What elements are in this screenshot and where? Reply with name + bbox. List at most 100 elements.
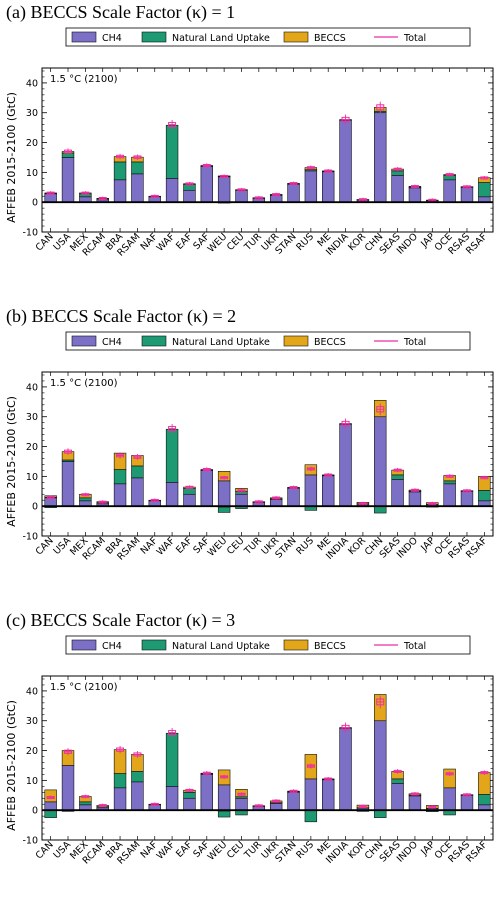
y-tick-label: 40 — [26, 78, 38, 89]
y-tick-label: 0 — [32, 198, 38, 209]
bar-ch4 — [443, 787, 456, 811]
bar-land-uptake — [478, 490, 491, 502]
bar-ch4 — [44, 193, 57, 203]
bar-ch4 — [235, 493, 248, 507]
y-tick-label: 10 — [26, 776, 38, 787]
scenario-annotation: 1.5 °C (2100) — [50, 74, 118, 85]
bar-land-uptake — [165, 124, 179, 179]
bar-land-uptake-negative — [304, 809, 318, 823]
y-axis-label: AFFEB 2015-2100 (GtC) — [5, 92, 18, 223]
bar-land-uptake — [478, 182, 491, 198]
bar-ch4 — [44, 801, 57, 811]
x-tick-label: RUS — [294, 535, 316, 557]
plot-frame — [41, 371, 494, 537]
bar-ch4 — [44, 497, 57, 507]
bar-ch4 — [339, 423, 352, 507]
bar-ch4 — [391, 479, 404, 507]
bar-ch4 — [287, 487, 300, 507]
bar-land-uptake — [131, 465, 144, 479]
y-tick-label: 0 — [32, 502, 38, 513]
bar-ch4 — [374, 720, 387, 811]
legend-label-ch4: CH4 — [102, 337, 122, 348]
bar-ch4 — [269, 499, 283, 507]
bar-ch4 — [165, 178, 179, 203]
x-tick-label: WAF — [155, 231, 178, 254]
x-tick-label: TUR — [242, 231, 264, 253]
y-tick-label: 0 — [32, 806, 38, 817]
bar-ch4 — [113, 787, 127, 811]
y-tick-label: 40 — [26, 686, 38, 697]
bar-ch4 — [61, 157, 75, 203]
x-tick-label: CEU — [225, 535, 247, 557]
legend-label-total: Total — [403, 641, 426, 652]
bar-ch4 — [61, 461, 75, 507]
bar-ch4 — [61, 765, 75, 811]
legend-swatch-land — [141, 31, 167, 43]
bar-ch4 — [408, 491, 422, 507]
y-tick-label: 20 — [26, 442, 38, 453]
legend-swatch-ch4 — [71, 31, 97, 43]
legend: CH4 Natural Land Uptake BECCS Total — [65, 331, 471, 351]
legend-label-total: Total — [403, 33, 426, 44]
bar-ch4 — [287, 183, 300, 203]
legend-swatch-ch4 — [71, 335, 97, 347]
bar-ch4 — [339, 119, 352, 203]
x-tick-label: WAF — [155, 535, 178, 558]
y-tick-label: -10 — [22, 836, 38, 847]
bar-land-uptake — [131, 161, 144, 175]
bar-ch4 — [304, 474, 318, 507]
y-tick-label: 30 — [26, 108, 38, 119]
x-tick-label: RUS — [294, 231, 316, 253]
bar-land-uptake — [391, 474, 404, 480]
x-tick-label: KOR — [346, 231, 368, 253]
bar-ch4 — [217, 176, 231, 203]
scenario-annotation: 1.5 °C (2100) — [50, 682, 118, 693]
bar-ch4 — [339, 727, 352, 811]
bar-land-uptake — [391, 778, 404, 784]
bar-land-uptake — [165, 428, 179, 483]
legend: CH4 Natural Land Uptake BECCS Total — [65, 27, 471, 47]
legend-label-total: Total — [403, 337, 426, 348]
y-tick-label: 10 — [26, 168, 38, 179]
legend-box — [65, 331, 471, 351]
bar-ch4 — [443, 483, 456, 507]
bar-land-uptake — [183, 487, 196, 495]
bar-beccs — [443, 768, 456, 789]
legend-box — [65, 27, 471, 47]
bar-ch4 — [322, 779, 335, 811]
y-tick-label: 10 — [26, 472, 38, 483]
bar-ch4 — [200, 470, 213, 507]
panel-title: (b) BECCS Scale Factor (κ) = 2 — [6, 306, 237, 326]
bar-land-uptake — [79, 497, 92, 502]
bar-ch4 — [113, 179, 127, 203]
bar-land-uptake-negative — [44, 809, 57, 818]
legend-label-beccs: BECCS — [314, 337, 346, 348]
plot-frame — [41, 67, 494, 233]
x-tick-label: KOR — [346, 535, 368, 557]
bar-ch4 — [183, 189, 196, 203]
bar-ch4 — [113, 483, 127, 507]
legend-swatch-beccs — [283, 31, 309, 43]
x-tick-label: WAF — [155, 839, 178, 862]
bar-land-uptake — [113, 469, 127, 485]
legend-label-land: Natural Land Uptake — [172, 337, 270, 348]
x-tick-label: KOR — [346, 839, 368, 861]
bar-ch4 — [131, 173, 144, 203]
bar-ch4 — [408, 187, 422, 203]
legend-label-land: Natural Land Uptake — [172, 33, 270, 44]
bar-ch4 — [304, 170, 318, 203]
x-tick-label: EAF — [174, 535, 194, 555]
panel-a: (a) BECCS Scale Factor (κ) = 1 -10 0 10 20 3… — [0, 0, 500, 304]
bar-land-uptake — [391, 170, 404, 176]
panel-b: (b) BECCS Scale Factor (κ) = 2 -10 0 10 20 3… — [0, 304, 500, 608]
bar-ch4 — [165, 482, 179, 507]
bar-ch4 — [217, 784, 231, 811]
bar-ch4 — [391, 783, 404, 811]
bar-ch4 — [460, 186, 474, 203]
bar-ch4 — [269, 803, 283, 811]
plot-frame — [41, 675, 494, 841]
bar-land-uptake-negative — [374, 809, 387, 818]
bar-land-uptake-negative — [217, 506, 231, 513]
bar-ch4 — [391, 175, 404, 203]
